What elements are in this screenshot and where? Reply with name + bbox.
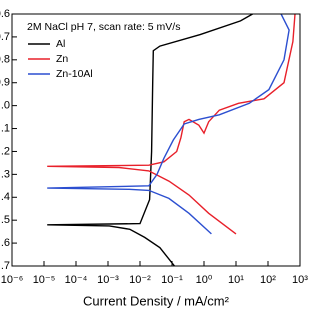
- y-tick-label: .2: [1, 145, 10, 157]
- y-tick-label: 0.8: [0, 54, 10, 66]
- legend-label: Zn: [56, 53, 68, 65]
- x-tick-label: 10⁻⁵: [33, 274, 56, 286]
- y-tick-label: .4: [1, 191, 10, 203]
- x-tick-label: 10⁻⁴: [65, 274, 88, 286]
- x-tick-label: 10³: [292, 274, 308, 286]
- x-axis-label: Current Density / mA/cm²: [83, 293, 230, 308]
- legend-label: Zn-10Al: [56, 68, 93, 80]
- legend-label: Al: [56, 38, 65, 50]
- y-tick-label: .1: [1, 122, 10, 134]
- x-tick-label: 10⁰: [196, 274, 213, 286]
- y-tick-label: .6: [1, 237, 10, 249]
- series-line: [47, 14, 290, 235]
- y-tick-label: .3: [1, 168, 10, 180]
- x-tick-label: 10²: [260, 274, 276, 286]
- y-tick-label: 0.9: [0, 77, 10, 89]
- plot-frame: [11, 13, 301, 267]
- x-tick-label: 10⁻⁶: [1, 274, 24, 286]
- y-tick-label: 0.7: [0, 31, 10, 43]
- x-tick-label: 10⁻²: [129, 274, 151, 286]
- series-line: [47, 14, 296, 235]
- x-tick-label: 10⁻¹: [161, 274, 183, 286]
- y-tick-label: .5: [1, 214, 10, 226]
- legend-title: 2M NaCl pH 7, scan rate: 5 mV/s: [27, 21, 180, 33]
- y-tick-label: .7: [1, 260, 10, 272]
- y-tick-label: 0.6: [0, 8, 10, 20]
- x-tick-label: 10⁻³: [97, 274, 119, 286]
- series-line: [47, 14, 253, 266]
- x-tick-label: 10¹: [228, 274, 244, 286]
- y-tick-label: .0: [1, 100, 10, 112]
